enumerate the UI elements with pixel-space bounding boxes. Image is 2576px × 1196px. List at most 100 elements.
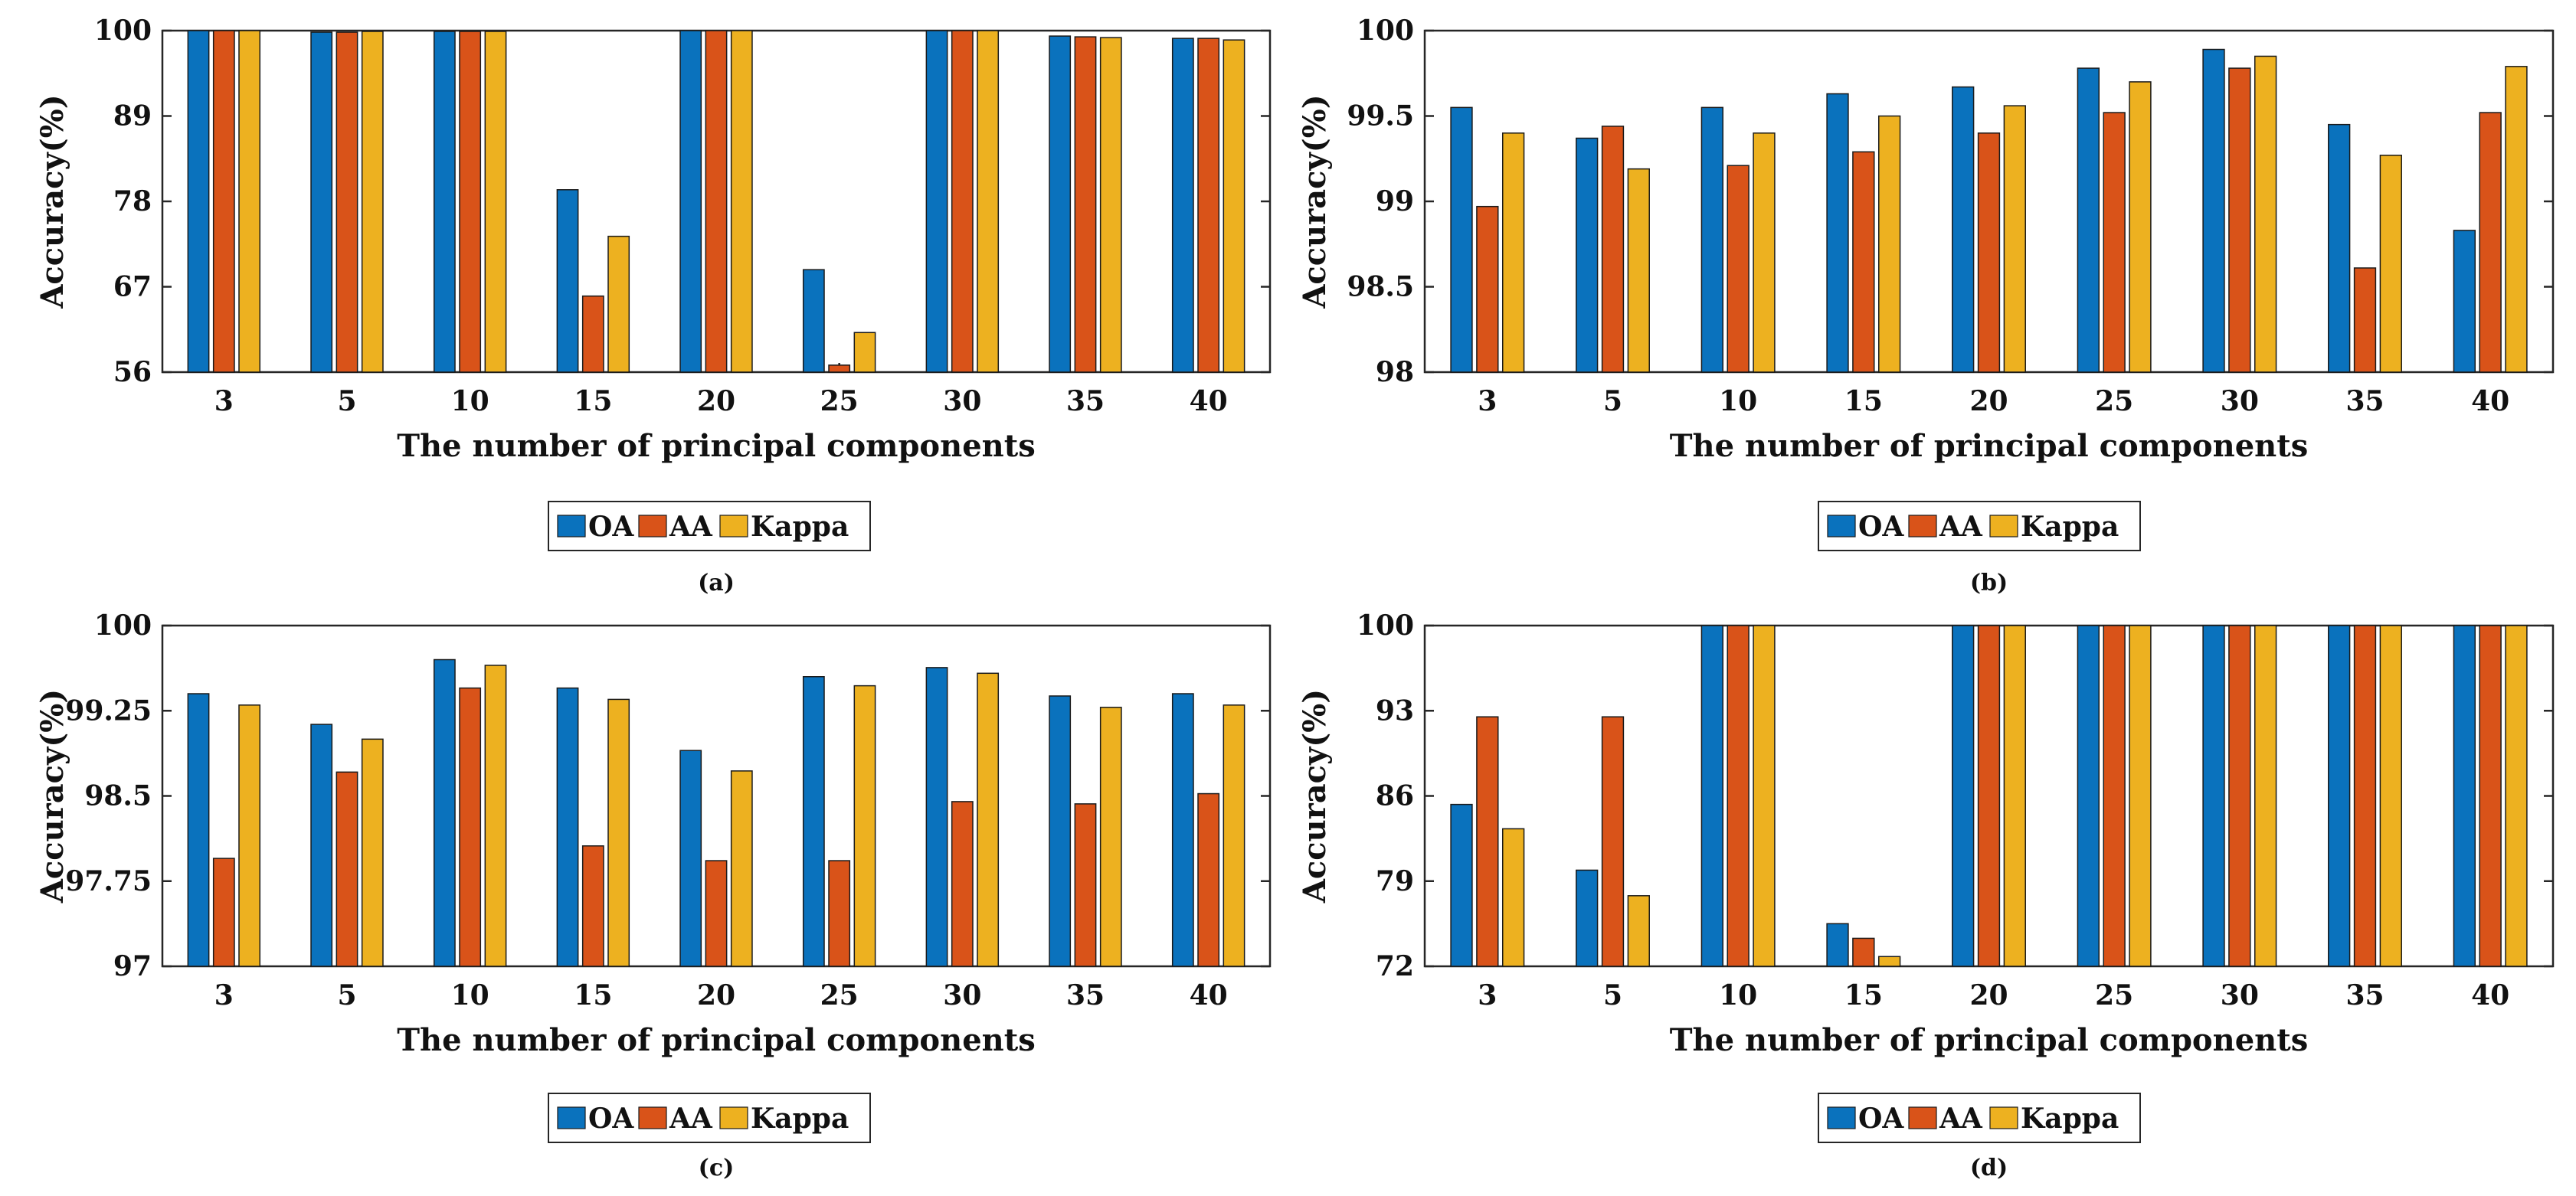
bar-kappa (2379, 625, 2402, 967)
legend-swatch-kappa (719, 515, 748, 538)
bar-kappa (730, 770, 753, 967)
x-tick-label: 30 (943, 385, 981, 417)
bar-oa (556, 687, 579, 967)
bar-oa (802, 269, 825, 373)
bar-oa (310, 31, 333, 373)
bar-aa (459, 687, 482, 967)
bar-kappa (361, 31, 384, 373)
legend-label-aa: AA (1939, 511, 1983, 543)
bar-kappa (2129, 81, 2152, 373)
bar-oa (1576, 137, 1599, 373)
x-tick-label: 15 (1844, 979, 1883, 1011)
bar-oa (2453, 625, 2476, 967)
y-tick-label: 79 (1376, 865, 1414, 897)
bar-oa (1700, 106, 1724, 373)
bar-oa (1171, 38, 1194, 373)
bar-aa (2479, 625, 2502, 967)
bar-aa (1074, 36, 1097, 373)
bar-kappa (853, 332, 876, 373)
x-tick-label: 40 (2471, 979, 2509, 1011)
bar-aa (705, 860, 728, 967)
legend: OA AA Kappa (1818, 1093, 2141, 1143)
bar-aa (951, 801, 974, 967)
y-tick-label: 56 (113, 356, 152, 388)
x-tick-label: 35 (1066, 385, 1105, 417)
bar-aa (1977, 625, 2001, 967)
bar-kappa (238, 30, 261, 373)
x-tick-label: 25 (820, 385, 859, 417)
y-tick-label: 98 (1376, 356, 1414, 388)
bar-aa (1601, 126, 1625, 373)
y-tick-label: 98.5 (1347, 271, 1414, 303)
bar-oa (1826, 93, 1849, 373)
x-tick-label: 35 (2345, 385, 2384, 417)
bar-kappa (730, 30, 753, 373)
bar-kappa (1627, 168, 1650, 373)
bar-kappa (2379, 155, 2402, 373)
x-tick-label: 40 (2471, 385, 2509, 417)
legend-box (1818, 1093, 2141, 1143)
x-tick-label: 20 (697, 385, 735, 417)
bar-kappa (2505, 66, 2528, 373)
y-axis-title: Accuracy(%) (1297, 94, 1333, 309)
legend-label-kappa: Kappa (2021, 1103, 2119, 1135)
bar-kappa (1753, 625, 1776, 967)
bar-aa (459, 31, 482, 373)
x-tick-label: 10 (1719, 979, 1757, 1011)
panel-label-a: (a) (698, 570, 735, 596)
bar-oa (2202, 48, 2225, 373)
bar-aa (212, 30, 235, 373)
bar-oa (1952, 625, 1975, 967)
x-tick-label: 10 (451, 979, 489, 1011)
legend-label-oa: OA (588, 1103, 634, 1135)
x-axis-title: The number of principal components (397, 428, 1035, 464)
bar-oa (2453, 230, 2476, 373)
bar-aa (2479, 112, 2502, 373)
bar-aa (1852, 151, 1875, 373)
legend-box (548, 1093, 871, 1143)
x-tick-label: 20 (1969, 385, 2008, 417)
bar-aa (2353, 625, 2377, 967)
bar-kappa (2254, 625, 2277, 967)
bar-oa (679, 750, 702, 967)
bar-aa (336, 771, 358, 967)
bar-aa (1197, 38, 1220, 373)
x-tick-label: 25 (2095, 385, 2133, 417)
x-tick-label: 35 (2345, 979, 2384, 1011)
y-axis-title: Accuracy(%) (34, 94, 70, 309)
legend-swatch-oa (1827, 1106, 1856, 1129)
bar-aa (1727, 165, 1750, 373)
y-axis-title: Accuracy(%) (1297, 689, 1333, 904)
y-tick-label: 100 (94, 609, 152, 642)
y-tick-label: 97.75 (65, 865, 152, 897)
legend-label-oa: OA (1858, 1103, 1904, 1135)
bar-kappa (238, 704, 261, 967)
legend: OA AA Kappa (1818, 501, 2141, 551)
legend-label-aa: AA (669, 511, 713, 543)
legend: OA AA Kappa (548, 501, 871, 551)
y-tick-label: 99 (1376, 185, 1414, 217)
bar-kappa (2254, 55, 2277, 373)
y-tick-label: 100 (1357, 15, 1414, 47)
bar-kappa (977, 672, 1000, 967)
legend-label-kappa: Kappa (751, 1103, 849, 1135)
x-tick-label: 30 (2221, 979, 2259, 1011)
bar-aa (2228, 67, 2251, 373)
bar-kappa (484, 665, 507, 967)
bar-aa (1476, 716, 1499, 967)
bar-oa (433, 658, 456, 967)
bar-kappa (2505, 625, 2528, 967)
y-tick-label: 89 (113, 100, 152, 132)
x-tick-label: 15 (574, 385, 612, 417)
legend-box (1818, 501, 2141, 551)
legend-swatch-oa (1827, 515, 1856, 538)
x-tick-label: 30 (943, 979, 981, 1011)
bar-oa (2077, 67, 2100, 373)
bar-oa (1826, 923, 1849, 967)
legend-label-oa: OA (1858, 511, 1904, 543)
bar-aa (828, 860, 851, 967)
